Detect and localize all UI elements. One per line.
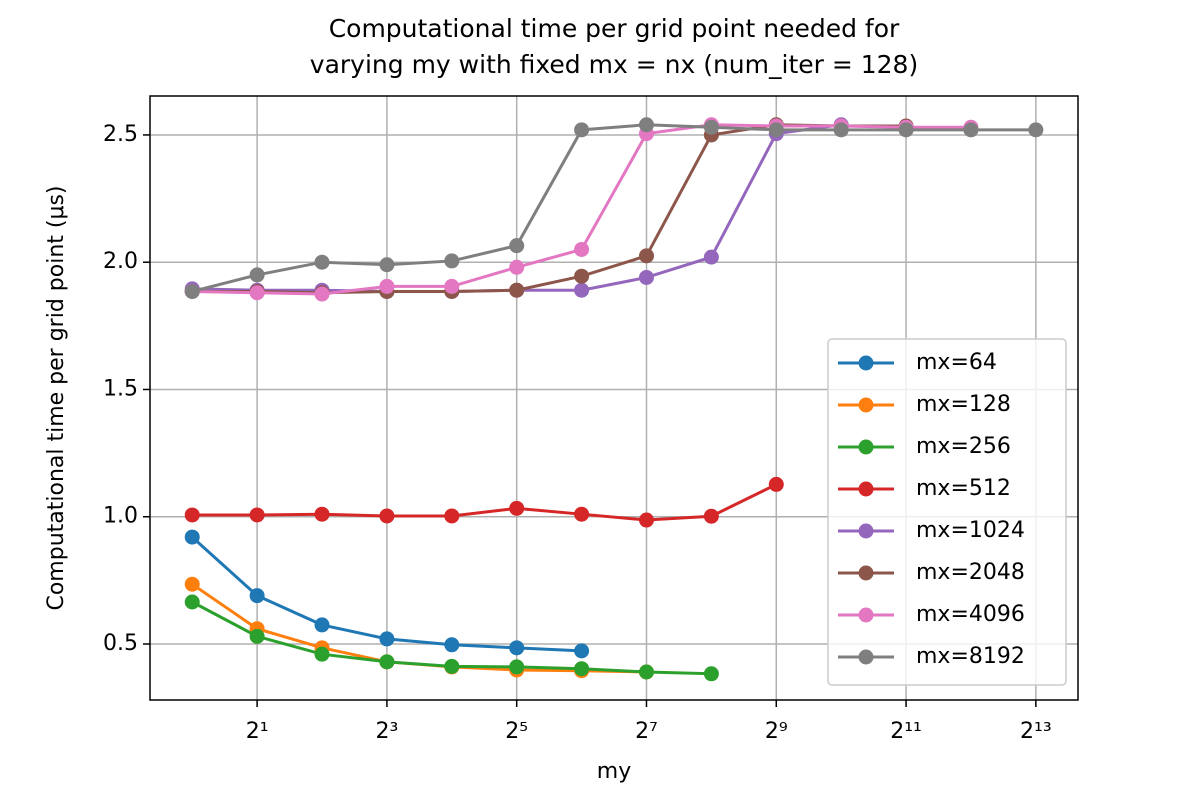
data-point — [249, 285, 265, 301]
plot-frame — [149, 95, 1079, 701]
data-point — [833, 122, 849, 138]
data-point — [379, 278, 395, 294]
data-point — [249, 507, 265, 523]
data-point — [184, 576, 200, 592]
legend-marker — [858, 565, 874, 581]
series-line — [192, 123, 971, 296]
data-point — [509, 640, 525, 656]
data-point — [574, 506, 590, 522]
y-tick-label: 1.5 — [103, 376, 138, 401]
data-point — [184, 507, 200, 523]
y-axis-label: Computational time per grid point (μs) — [44, 185, 69, 610]
data-point — [184, 283, 200, 299]
data-point — [314, 617, 330, 633]
data-point — [444, 637, 460, 653]
data-point — [314, 286, 330, 302]
data-point — [509, 282, 525, 298]
x-tick-label: 2³ — [375, 719, 398, 744]
data-point — [638, 664, 654, 680]
x-tick-label: 2¹ — [246, 719, 269, 744]
legend-label: mx=4096 — [916, 602, 1025, 627]
data-point — [444, 658, 460, 674]
data-point — [379, 631, 395, 647]
data-point — [509, 259, 525, 275]
legend-marker — [858, 355, 874, 371]
data-point — [379, 654, 395, 670]
x-tick-label: 2⁹ — [765, 719, 788, 744]
data-point — [184, 594, 200, 610]
data-point — [1028, 122, 1044, 138]
legend-box — [827, 338, 1067, 686]
series-line — [192, 483, 777, 522]
data-point — [574, 661, 590, 677]
data-point — [574, 643, 590, 659]
x-tick-label: 2¹³ — [1020, 719, 1052, 744]
data-point — [444, 278, 460, 294]
data-point — [638, 269, 654, 285]
data-point — [444, 508, 460, 524]
data-point — [249, 588, 265, 604]
legend-marker — [858, 439, 874, 455]
data-point — [184, 529, 200, 545]
x-tick-label: 2¹¹ — [890, 719, 922, 744]
data-point — [249, 267, 265, 283]
y-tick-label: 2.5 — [103, 122, 138, 147]
data-point — [249, 628, 265, 644]
legend-label: mx=1024 — [916, 518, 1025, 543]
legend-marker — [858, 481, 874, 497]
data-point — [703, 508, 719, 524]
data-point — [638, 117, 654, 133]
data-point — [509, 659, 525, 675]
x-tick-label: 2⁷ — [635, 719, 658, 744]
series-line — [191, 123, 1036, 293]
data-point — [638, 512, 654, 528]
y-tick-label: 0.5 — [103, 631, 138, 656]
y-tick-label: 1.0 — [103, 504, 138, 529]
chart-title: Computational time per grid point needed… — [329, 14, 900, 43]
data-point — [509, 238, 525, 254]
legend-label: mx=128 — [916, 392, 1011, 417]
y-tick-label: 2.0 — [103, 249, 138, 274]
data-point — [314, 506, 330, 522]
data-point — [314, 646, 330, 662]
data-point — [574, 241, 590, 257]
data-point — [963, 122, 979, 138]
data-point — [379, 257, 395, 273]
data-point — [703, 666, 719, 682]
x-axis-label: my — [597, 759, 631, 784]
legend-marker — [858, 607, 874, 623]
data-point — [638, 248, 654, 264]
legend-label: mx=8192 — [916, 644, 1025, 669]
data-point — [768, 476, 784, 492]
chart-title: varying my with fixed mx = nx (num_iter … — [310, 50, 918, 79]
data-point — [703, 249, 719, 265]
data-point — [574, 122, 590, 138]
data-point — [444, 253, 460, 269]
x-tick-label: 2⁵ — [505, 719, 528, 744]
data-point — [898, 122, 914, 138]
legend-label: mx=64 — [916, 350, 997, 375]
legend-marker — [858, 397, 874, 413]
data-point — [703, 119, 719, 135]
legend-marker — [858, 523, 874, 539]
legend-label: mx=256 — [916, 434, 1011, 459]
data-point — [574, 282, 590, 298]
data-point — [379, 508, 395, 524]
data-point — [314, 254, 330, 270]
data-point — [574, 268, 590, 284]
legend-marker — [858, 649, 874, 665]
data-point — [509, 500, 525, 516]
legend-label: mx=512 — [916, 476, 1011, 501]
legend-label: mx=2048 — [916, 560, 1025, 585]
data-point — [768, 122, 784, 138]
